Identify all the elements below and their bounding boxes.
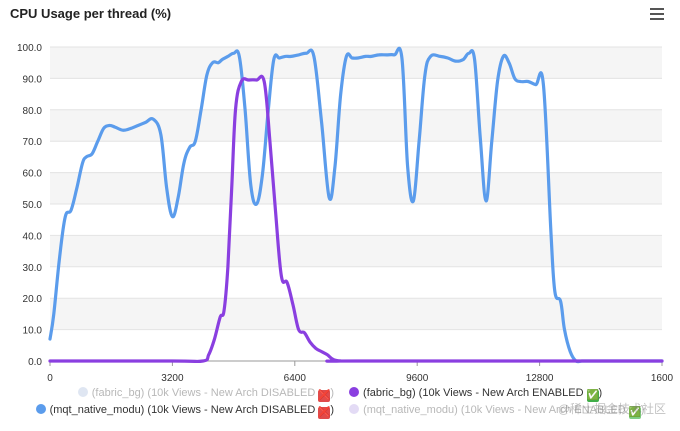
- y-tick-label: 90.0: [23, 74, 43, 85]
- grid-band: [50, 47, 662, 79]
- series-line-2: [48, 46, 664, 364]
- legend-dot-3: [349, 404, 360, 414]
- watermark: @稀土掘金技术社区: [557, 402, 666, 416]
- cross-mark-icon: ❌: [318, 407, 331, 419]
- y-tick-label: 40.0: [23, 231, 43, 242]
- x-tick-label: 6400: [284, 373, 307, 384]
- grid-band: [50, 172, 662, 204]
- y-tick-label: 80.0: [23, 106, 43, 117]
- legend-label-0: (fabric_bg) (10k Views - New Arch DISABL…: [91, 387, 316, 399]
- legend-item-1[interactable]: (fabric_bg) (10k Views - New Arch ENABLE…: [349, 387, 602, 402]
- x-tick-label: 12800: [526, 373, 554, 384]
- legend-dot-2: [35, 404, 46, 414]
- y-tick-label: 20.0: [23, 294, 43, 305]
- cross-mark-icon: ❌: [318, 390, 331, 402]
- y-tick-label: 70.0: [23, 137, 43, 148]
- legend-row-2: (mqt_native_modu) (10k Views - New Arch …: [0, 404, 680, 419]
- check-mark-icon: ✅: [586, 390, 599, 402]
- x-tick-label: 3200: [161, 373, 184, 384]
- grid-band: [50, 298, 662, 330]
- series-line-1: [48, 74, 664, 364]
- hamburger-menu-icon[interactable]: [650, 8, 664, 20]
- check-mark-icon: ✅: [628, 407, 642, 419]
- legend-dot-0: [77, 387, 88, 397]
- legend-label-2: (mqt_native_modu) (10k Views - New Arch …: [49, 404, 316, 416]
- grid-band: [50, 235, 662, 267]
- y-tick-label: 0.0: [28, 357, 42, 368]
- x-tick-label: 0: [47, 373, 53, 384]
- legend-item-2[interactable]: (mqt_native_modu) (10k Views - New Arch …: [35, 404, 334, 419]
- chart-title: CPU Usage per thread (%): [10, 6, 172, 21]
- y-tick-label: 10.0: [23, 326, 43, 337]
- legend-label-1: (fabric_bg) (10k Views - New Arch ENABLE…: [363, 387, 584, 399]
- y-tick-label: 60.0: [23, 169, 43, 180]
- y-tick-label: 50.0: [23, 200, 43, 211]
- x-tick-label: 9600: [406, 373, 429, 384]
- legend-label-3: (mqt_native_modu) (10k Views - New Arch …: [363, 404, 626, 416]
- x-tick-label: 1600: [651, 373, 674, 384]
- legend-row-1: (fabric_bg) (10k Views - New Arch DISABL…: [0, 387, 680, 402]
- y-tick-label: 100.0: [17, 43, 42, 54]
- legend-dot-1: [349, 387, 360, 397]
- y-tick-label: 30.0: [23, 263, 43, 274]
- legend-item-3[interactable]: (mqt_native_modu) (10k Views - New Arch …: [349, 404, 644, 419]
- grid-band: [50, 109, 662, 142]
- legend-item-0[interactable]: (fabric_bg) (10k Views - New Arch DISABL…: [77, 387, 334, 402]
